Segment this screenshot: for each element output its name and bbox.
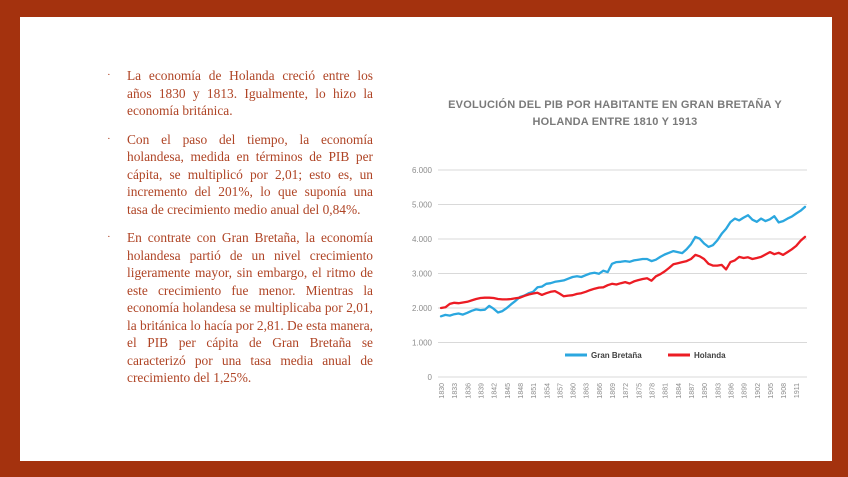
x-tick-label: 1893: [715, 383, 722, 399]
y-tick-label: 4.000: [412, 235, 433, 244]
x-tick-label: 1851: [531, 383, 538, 399]
bullet-text: Con el paso del tiempo, la economía hola…: [127, 131, 373, 217]
bullet-list: · La economía de Holanda creció entre lo…: [105, 67, 373, 398]
y-tick-label: 2.000: [412, 304, 433, 313]
slide-content-area: · La economía de Holanda creció entre lo…: [20, 17, 832, 461]
x-tick-label: 1881: [663, 383, 670, 399]
y-tick-label: 5.000: [412, 200, 433, 209]
x-tick-label: 1860: [571, 383, 578, 399]
x-tick-label: 1833: [452, 383, 459, 399]
x-tick-label: 1869: [610, 383, 617, 399]
legend-label: Gran Bretaña: [591, 351, 642, 360]
legend-label: Holanda: [694, 351, 726, 360]
x-tick-label: 1890: [702, 383, 709, 399]
list-item: · La economía de Holanda creció entre lo…: [105, 67, 373, 120]
chart-title: EVOLUCIÓN DEL PIB POR HABITANTE EN GRAN …: [448, 99, 782, 128]
x-tick-label: 1845: [505, 383, 512, 399]
x-tick-label: 1872: [623, 383, 630, 399]
x-tick-label: 1887: [689, 383, 696, 399]
bullet-text: La economía de Holanda creció entre los …: [127, 68, 373, 118]
x-tick-label: 1878: [650, 383, 657, 399]
x-tick-label: 1899: [742, 383, 749, 399]
x-tick-label: 1875: [636, 383, 643, 399]
x-tick-label: 1863: [584, 383, 591, 399]
y-tick-label: 3.000: [412, 269, 433, 278]
series-line-gran-breta-a: [439, 205, 807, 318]
bullet-text: En contrate con Gran Bretaña, la economí…: [127, 230, 373, 385]
pib-line-chart: 0 1.000 2.000 3.000 4.000 5.000 6.000 1830 1833 1…: [412, 166, 807, 399]
x-tick-label: 1911: [794, 383, 801, 398]
bullet-icon: ·: [107, 231, 111, 243]
series-line-holanda: [439, 235, 807, 310]
y-tick-label: 1.000: [412, 338, 433, 347]
x-tick-label: 1836: [465, 383, 472, 399]
x-tick-label: 1905: [768, 383, 775, 399]
x-tick-label: 1896: [728, 383, 735, 399]
x-tick-label: 1848: [518, 383, 525, 399]
x-tick-label: 1842: [492, 383, 499, 399]
x-tick-label: 1902: [755, 383, 762, 399]
bullet-icon: ·: [107, 69, 111, 81]
x-tick-label: 1839: [478, 383, 485, 399]
x-tick-label: 1884: [676, 383, 683, 399]
list-item: · En contrate con Gran Bretaña, la econo…: [105, 229, 373, 387]
y-tick-label: 6.000: [412, 166, 433, 175]
bullet-icon: ·: [107, 132, 111, 145]
x-tick-label: 1908: [781, 383, 788, 399]
list-item: · Con el paso del tiempo, la economía ho…: [105, 131, 373, 219]
x-tick-label: 1866: [597, 383, 604, 399]
x-tick-label: 1854: [544, 383, 551, 399]
x-tick-label: 1830: [439, 383, 446, 399]
y-tick-label: 0: [428, 373, 433, 382]
x-tick-label: 1857: [557, 383, 564, 399]
